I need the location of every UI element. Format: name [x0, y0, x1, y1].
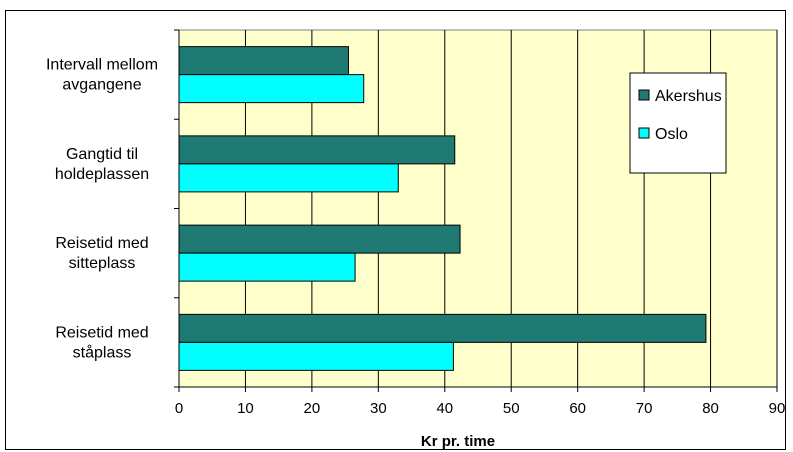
- x-tick-label: 90: [769, 400, 786, 417]
- bar-akershus-3: [178, 224, 461, 254]
- legend-swatch-akershus: [638, 89, 650, 101]
- bar-oslo-1: [178, 74, 365, 104]
- legend-swatch-oslo: [638, 127, 650, 139]
- category-label: Reisetid med: [55, 235, 148, 252]
- category-label: ståplass: [73, 343, 132, 361]
- category-label: Gangtid til: [66, 146, 138, 163]
- category-label: holdeplassen: [55, 166, 149, 183]
- category-label: Intervall mellom: [46, 57, 158, 74]
- x-tick-label: 80: [702, 400, 719, 417]
- x-tick-label: 50: [503, 400, 520, 417]
- legend-label-akershus: Akershus: [655, 88, 722, 105]
- category-label: avgangene: [62, 77, 141, 94]
- bar-akershus-1: [178, 46, 349, 76]
- x-tick-labels: 0 10 20 30 40 50 60 70 80 90: [175, 400, 786, 417]
- axes: [174, 29, 778, 392]
- bar-oslo-3: [178, 252, 356, 282]
- x-tick-label: 0: [175, 400, 183, 417]
- bar-oslo-4: [178, 341, 454, 371]
- x-tick-label: 20: [304, 400, 321, 417]
- bars: [178, 46, 707, 371]
- legend-label-oslo: Oslo: [655, 126, 688, 143]
- x-tick-label: 30: [370, 400, 387, 417]
- x-tick-label: 40: [436, 400, 453, 417]
- x-tick-label: 60: [569, 400, 586, 417]
- x-tick-label: 10: [237, 400, 254, 417]
- bar-oslo-2: [178, 163, 399, 193]
- category-label: sitteplass: [69, 255, 136, 272]
- bar-akershus-2: [178, 135, 456, 165]
- x-tick-label: 70: [636, 400, 653, 417]
- category-label: Reisetid med: [55, 324, 148, 341]
- category-labels: Intervall mellom avgangene Gangtid til hold…: [46, 57, 158, 362]
- x-axis-title: Kr pr. time: [421, 433, 495, 450]
- legend: Akershus Oslo: [629, 72, 727, 174]
- bar-akershus-4: [178, 313, 707, 343]
